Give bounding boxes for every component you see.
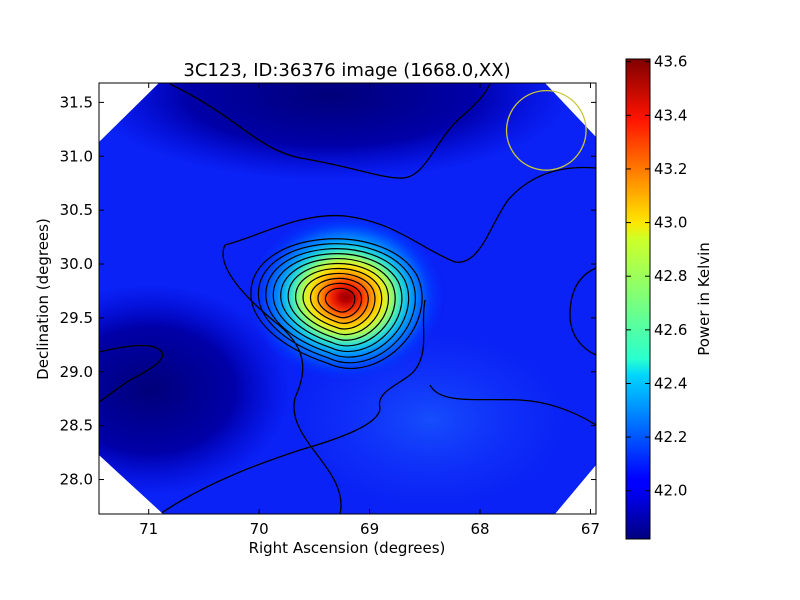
colorbar-tick-label: 43.6 <box>654 53 687 71</box>
heatmap-dark-region-top <box>99 83 570 180</box>
colorbar-tick-label: 42.4 <box>654 374 687 392</box>
y-axis: 28.0 28.5 29.0 29.5 30.0 30.5 31.0 31.5 <box>60 93 596 489</box>
contour-lines <box>99 83 596 514</box>
colorbar-label: Power in Kelvin <box>695 242 713 356</box>
source-contour <box>324 287 356 313</box>
plot-frame <box>98 82 597 515</box>
x-tick-label: 69 <box>360 520 379 538</box>
y-tick-label: 28.5 <box>60 417 93 435</box>
colorbar: 42.0 42.2 42.4 42.6 42.8 43.0 43.2 43.4 43.6 Pow… <box>625 53 713 540</box>
x-tick-label: 67 <box>581 520 600 538</box>
source-contour <box>272 253 403 353</box>
x-tick-label: 68 <box>470 520 489 538</box>
source-contour <box>302 272 376 330</box>
y-tick-label: 30.5 <box>60 201 93 219</box>
contour-line <box>169 83 491 179</box>
y-tick-label: 31.5 <box>60 93 93 111</box>
contour-line <box>222 244 342 514</box>
colorbar-tick-label: 43.0 <box>654 214 687 232</box>
source-contour <box>265 248 410 358</box>
contour-line <box>159 299 426 514</box>
y-tick-label: 29.0 <box>60 363 93 381</box>
chart-title: 3C123, ID:36376 image (1668.0,XX) <box>183 60 510 81</box>
source-contour <box>280 258 396 347</box>
y-tick-label: 29.5 <box>60 309 93 327</box>
colorbar-tick-label: 42.8 <box>654 267 687 285</box>
beam-circle <box>505 90 587 171</box>
source-contour <box>295 267 383 335</box>
contour-line <box>99 344 164 403</box>
y-axis-label: Declination (degrees) <box>34 218 52 380</box>
contour-line <box>569 267 596 356</box>
x-tick-label: 71 <box>139 520 158 538</box>
source-contour <box>317 282 363 319</box>
colorbar-tick-label: 43.2 <box>654 160 687 178</box>
x-tick-label: 70 <box>250 520 269 538</box>
source-contour <box>250 238 423 369</box>
colorbar-tick-label: 42.6 <box>654 321 687 339</box>
colorbar-ticks: 42.0 42.2 42.4 42.6 42.8 43.0 43.2 43.4 43.6 <box>626 53 687 500</box>
y-tick-label: 31.0 <box>60 147 93 165</box>
colorbar-tick-label: 42.2 <box>654 428 687 446</box>
x-axis-label: Right Ascension (degrees) <box>249 539 446 557</box>
source-contour <box>257 243 416 364</box>
source-contour <box>309 277 369 324</box>
contour-line <box>224 166 596 263</box>
colorbar-tick-label: 42.0 <box>654 482 687 500</box>
x-axis: 71 70 69 68 67 <box>139 83 600 538</box>
contour-line <box>429 384 596 426</box>
y-tick-label: 28.0 <box>60 471 93 489</box>
source-contour <box>287 262 389 341</box>
heatmap-dark-region-left <box>99 285 290 495</box>
y-tick-label: 30.0 <box>60 255 93 273</box>
source-contours <box>250 238 423 369</box>
colorbar-gradient <box>625 58 651 540</box>
colorbar-tick-label: 43.4 <box>654 106 687 124</box>
plot-area <box>98 82 597 515</box>
